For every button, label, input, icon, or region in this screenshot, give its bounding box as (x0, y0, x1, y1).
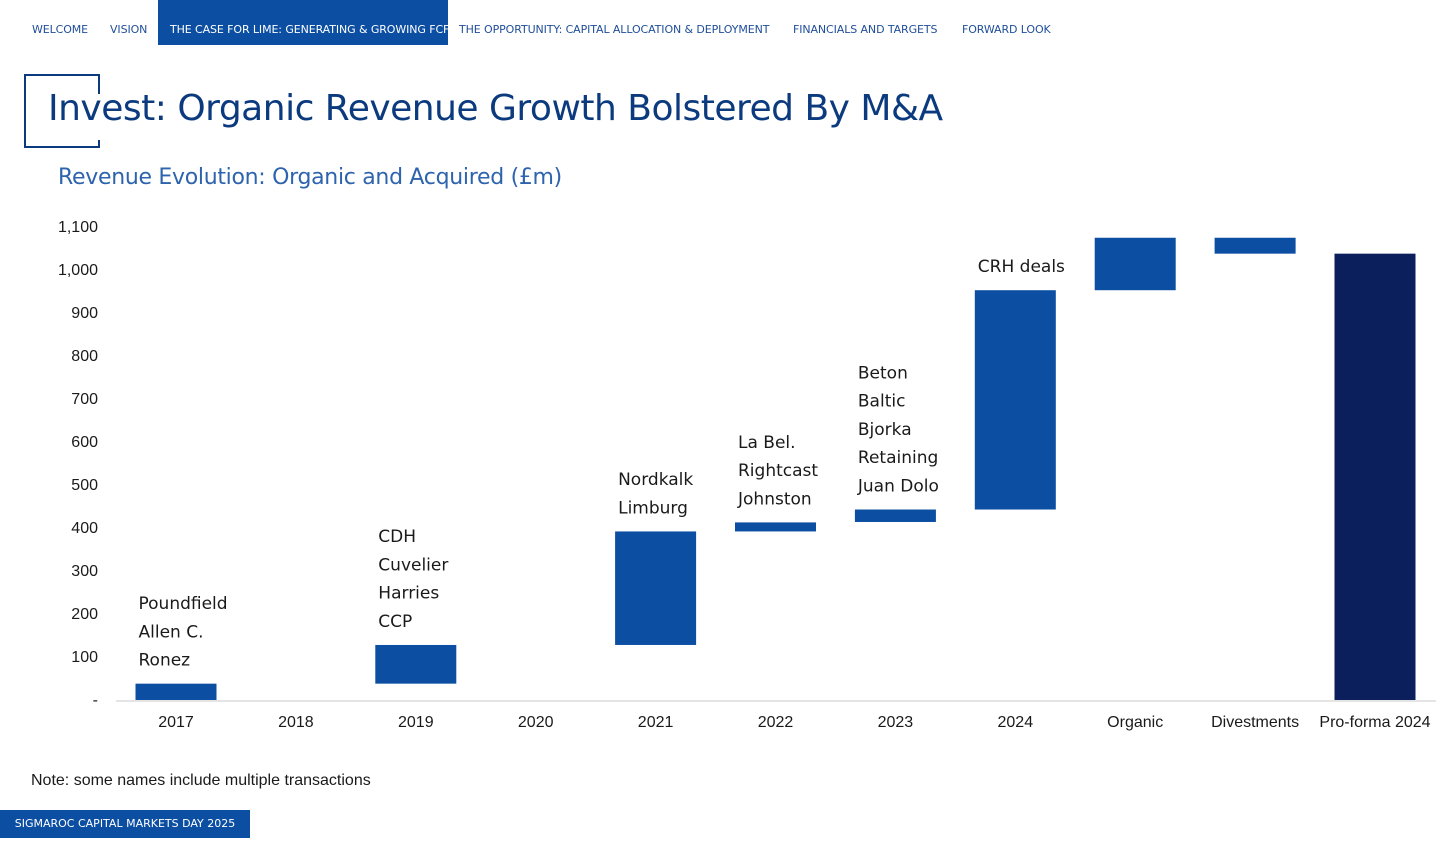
x-tick-label: 2018 (278, 714, 314, 731)
data-label: Bjorka (858, 420, 912, 440)
x-tick-label: 2020 (518, 714, 554, 731)
nav-tab-forward-look[interactable]: FORWARD LOOK (962, 23, 1051, 36)
data-label: CCP (378, 612, 412, 632)
top-navigation: WELCOME VISION THE CASE FOR LIME: GENERA… (0, 0, 1456, 45)
data-label: La Bel. (738, 433, 796, 453)
footer-banner: SIGMAROC CAPITAL MARKETS DAY 2025 (0, 810, 250, 838)
data-label: CRH deals (978, 257, 1065, 277)
nav-tab-welcome[interactable]: WELCOME (32, 23, 89, 36)
data-label: CDH (378, 527, 416, 547)
data-label: Juan Dolo (857, 477, 939, 497)
bar (735, 522, 816, 532)
y-tick-label: 100 (71, 649, 98, 666)
data-label: Poundfield (139, 594, 228, 614)
data-label: Retaining (858, 448, 938, 468)
data-label: Rightcast (738, 461, 818, 481)
x-tick-label: Divestments (1211, 714, 1299, 731)
y-tick-label: - (93, 692, 98, 709)
data-label: Nordkalk (618, 470, 693, 490)
waterfall-chart: - 100 200 300 400 500 600 700 800 900 1,000 1,100 20… (58, 219, 1436, 731)
chart-title: Revenue Evolution: Organic and Acquired … (58, 165, 562, 190)
x-tick-label: 2024 (998, 714, 1034, 731)
bar (135, 683, 217, 700)
nav-tab-case-for-lime[interactable]: THE CASE FOR LIME: GENERATING & GROWING … (158, 0, 449, 45)
bar (854, 509, 936, 522)
y-tick-label: 800 (71, 348, 98, 365)
nav-tab-vision[interactable]: VISION (110, 23, 148, 36)
x-tick-label: Organic (1107, 714, 1163, 731)
y-tick-label: 1,000 (58, 262, 98, 279)
bar (1214, 237, 1296, 254)
bar (974, 290, 1056, 510)
x-tick-label: 2017 (158, 714, 194, 731)
y-tick-label: 600 (71, 434, 98, 451)
page-title: Invest: Organic Revenue Growth Bolstered… (48, 88, 943, 129)
y-tick-label: 200 (71, 606, 98, 623)
y-tick-label: 700 (71, 391, 98, 408)
data-label: Cuvelier (378, 555, 448, 575)
bar (615, 531, 697, 645)
y-tick-label: 1,100 (58, 219, 98, 236)
data-label: Allen C. (139, 622, 204, 642)
x-tick-label: Pro-forma 2024 (1319, 714, 1430, 731)
nav-tab-opportunity[interactable]: THE OPPORTUNITY: CAPITAL ALLOCATION & DE… (459, 23, 770, 36)
data-label: Harries (378, 584, 439, 604)
nav-tab-financials[interactable]: FINANCIALS AND TARGETS (793, 23, 938, 36)
bar (1094, 237, 1176, 291)
bar (375, 644, 457, 684)
bar (1334, 253, 1416, 700)
data-label: Baltic (858, 392, 906, 412)
y-tick-label: 300 (71, 563, 98, 580)
x-tick-label: 2022 (758, 714, 794, 731)
x-tick-label: 2023 (878, 714, 914, 731)
y-tick-label: 900 (71, 305, 98, 322)
y-tick-label: 500 (71, 477, 98, 494)
x-tick-label: 2019 (398, 714, 434, 731)
data-label: Beton (858, 363, 908, 383)
data-label: Ronez (139, 651, 191, 671)
data-label: Johnston (737, 489, 812, 509)
x-tick-label: 2021 (638, 714, 674, 731)
data-label: Limburg (618, 498, 688, 518)
footnote: Note: some names include multiple transa… (31, 772, 371, 789)
title-bracket-decoration (24, 74, 100, 148)
y-tick-label: 400 (71, 520, 98, 537)
